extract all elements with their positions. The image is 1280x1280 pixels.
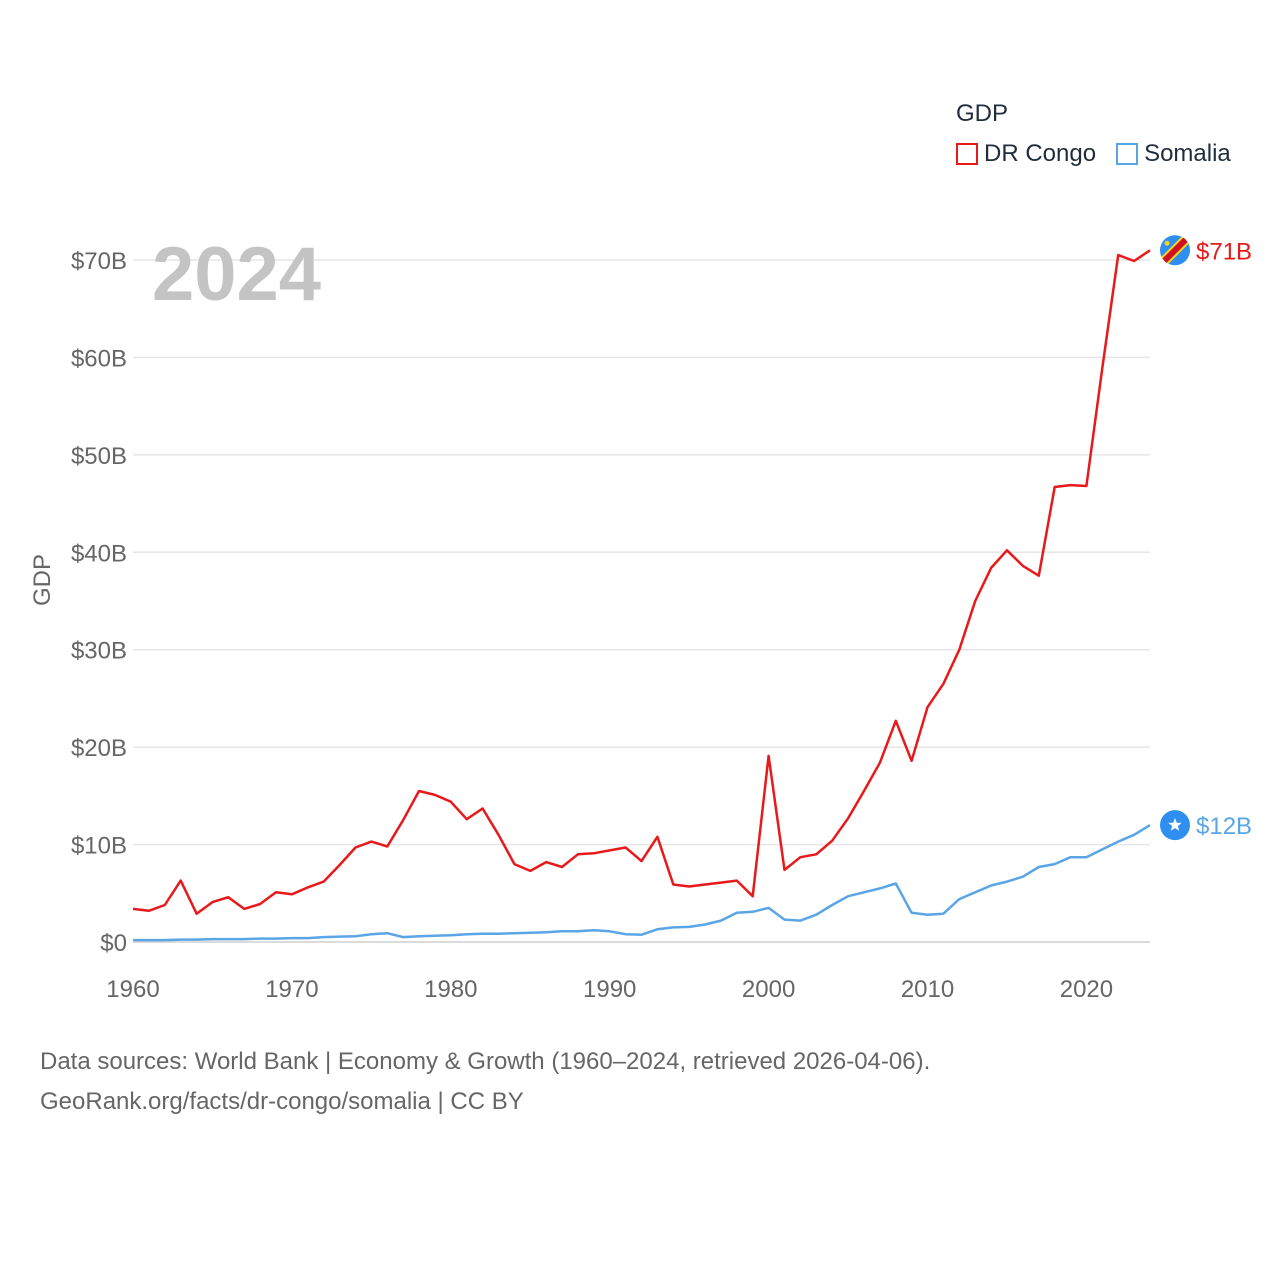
legend-label-dr-congo: DR Congo [984, 140, 1097, 167]
x-tick-label: 2000 [742, 976, 795, 1003]
y-tick-label: $10B [71, 833, 127, 860]
star-icon [1168, 818, 1182, 831]
gridlines [133, 259, 1150, 943]
y-axis-ticks: $0 $10B $20B $30B $40B $50B $60B $70B [71, 248, 127, 957]
series-end-markers: $71B $12B [1160, 235, 1252, 841]
x-tick-label: 1960 [106, 976, 159, 1003]
x-tick-label: 1970 [265, 976, 318, 1003]
y-tick-label: $70B [71, 248, 127, 275]
year-watermark: 2024 [152, 232, 321, 317]
x-tick-label: 2020 [1060, 976, 1113, 1003]
x-tick-label: 1990 [583, 976, 636, 1003]
series-line-somalia [133, 824, 1151, 942]
y-tick-label: $40B [71, 540, 127, 567]
legend-swatch-dr-congo [956, 143, 978, 165]
end-value-label-somalia: $12B [1196, 813, 1252, 840]
x-axis-ticks: 1960 1970 1980 1990 2000 2010 2020 [106, 976, 1113, 1003]
series-lines [132, 249, 1151, 942]
legend-label-somalia: Somalia [1144, 140, 1231, 167]
source-line-2[interactable]: GeoRank.org/facts/dr-congo/somalia | CC … [40, 1088, 524, 1115]
legend-item-dr-congo[interactable]: DR Congo [956, 140, 1096, 168]
end-value-label-dr-congo: $71B [1196, 238, 1252, 265]
source-line-1: Data sources: World Bank | Economy & Gro… [40, 1048, 931, 1075]
legend-item-somalia[interactable]: Somalia [1116, 140, 1231, 168]
x-tick-label: 2010 [901, 976, 954, 1003]
x-tick-label: 1980 [424, 976, 477, 1003]
legend-swatch-somalia [1116, 143, 1139, 165]
y-tick-label: $0 [100, 930, 127, 957]
legend-title: GDP [956, 100, 1009, 127]
y-tick-label: $50B [71, 443, 127, 470]
somalia-flag-icon [1160, 810, 1190, 841]
y-axis-label: GDP [29, 554, 56, 606]
y-tick-label: $20B [71, 735, 127, 762]
dr-congo-flag-icon [1160, 235, 1190, 266]
data-source-note: Data sources: World Bank | Economy & Gro… [40, 1042, 930, 1122]
y-tick-label: $60B [71, 345, 127, 372]
legend: GDP DR Congo Somalia [956, 100, 1231, 168]
y-tick-label: $30B [71, 638, 127, 665]
series-line-dr-congo [132, 249, 1151, 915]
